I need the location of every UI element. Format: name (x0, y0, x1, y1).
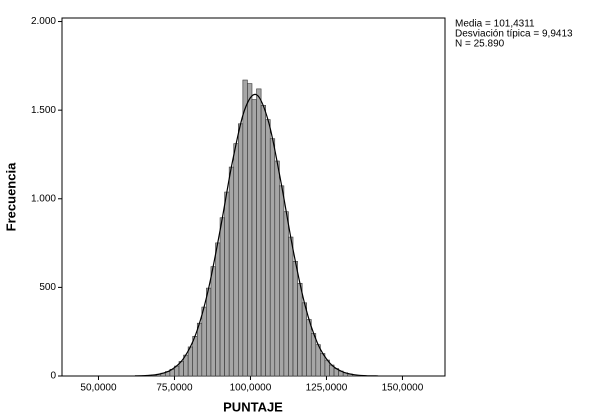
bar (187, 346, 194, 377)
bar (247, 83, 253, 377)
bar (224, 191, 230, 377)
stats-line: N = 25.890 (455, 39, 505, 50)
bar (297, 283, 303, 377)
x-axis-title: PUNTAJE (223, 399, 283, 414)
bar (192, 336, 198, 377)
bar (269, 138, 276, 377)
x-tick-label: 125,0000 (306, 383, 348, 394)
y-tick-label: 1.500 (31, 105, 56, 116)
bar (233, 143, 239, 377)
bar (256, 88, 262, 377)
bar (315, 344, 321, 377)
y-tick-label: 500 (39, 282, 56, 293)
normal-curve (134, 93, 379, 377)
y-tick-label: 1.000 (31, 193, 56, 204)
bar (265, 119, 271, 377)
bar (274, 160, 280, 377)
bar (320, 353, 326, 377)
bar (288, 236, 294, 377)
bar (215, 242, 221, 377)
y-tick-label: 2.000 (31, 16, 56, 27)
y-tick-label: 0 (50, 371, 56, 382)
x-tick-label: 75,0000 (156, 383, 193, 394)
bar (306, 319, 312, 377)
x-tick-label: 50,0000 (80, 383, 117, 394)
bar (301, 302, 307, 377)
bar (251, 99, 257, 377)
bar (201, 306, 207, 377)
bar (292, 261, 298, 377)
y-axis-title: Frecuencia (3, 162, 18, 231)
stats-line: Media = 101,4311 (455, 19, 535, 30)
bar (283, 211, 289, 377)
bar (228, 166, 235, 377)
bar (210, 266, 216, 377)
bar (196, 322, 203, 377)
x-tick-label: 100,0000 (230, 383, 272, 394)
x-tick-label: 150,0000 (382, 383, 424, 394)
stats-line: Desviación típica = 9,9413 (455, 29, 573, 40)
bar (310, 333, 317, 377)
bar (238, 123, 244, 377)
bar (260, 105, 266, 377)
bar (279, 185, 285, 377)
bar (242, 79, 248, 377)
bar (219, 217, 225, 377)
bar (206, 287, 212, 377)
